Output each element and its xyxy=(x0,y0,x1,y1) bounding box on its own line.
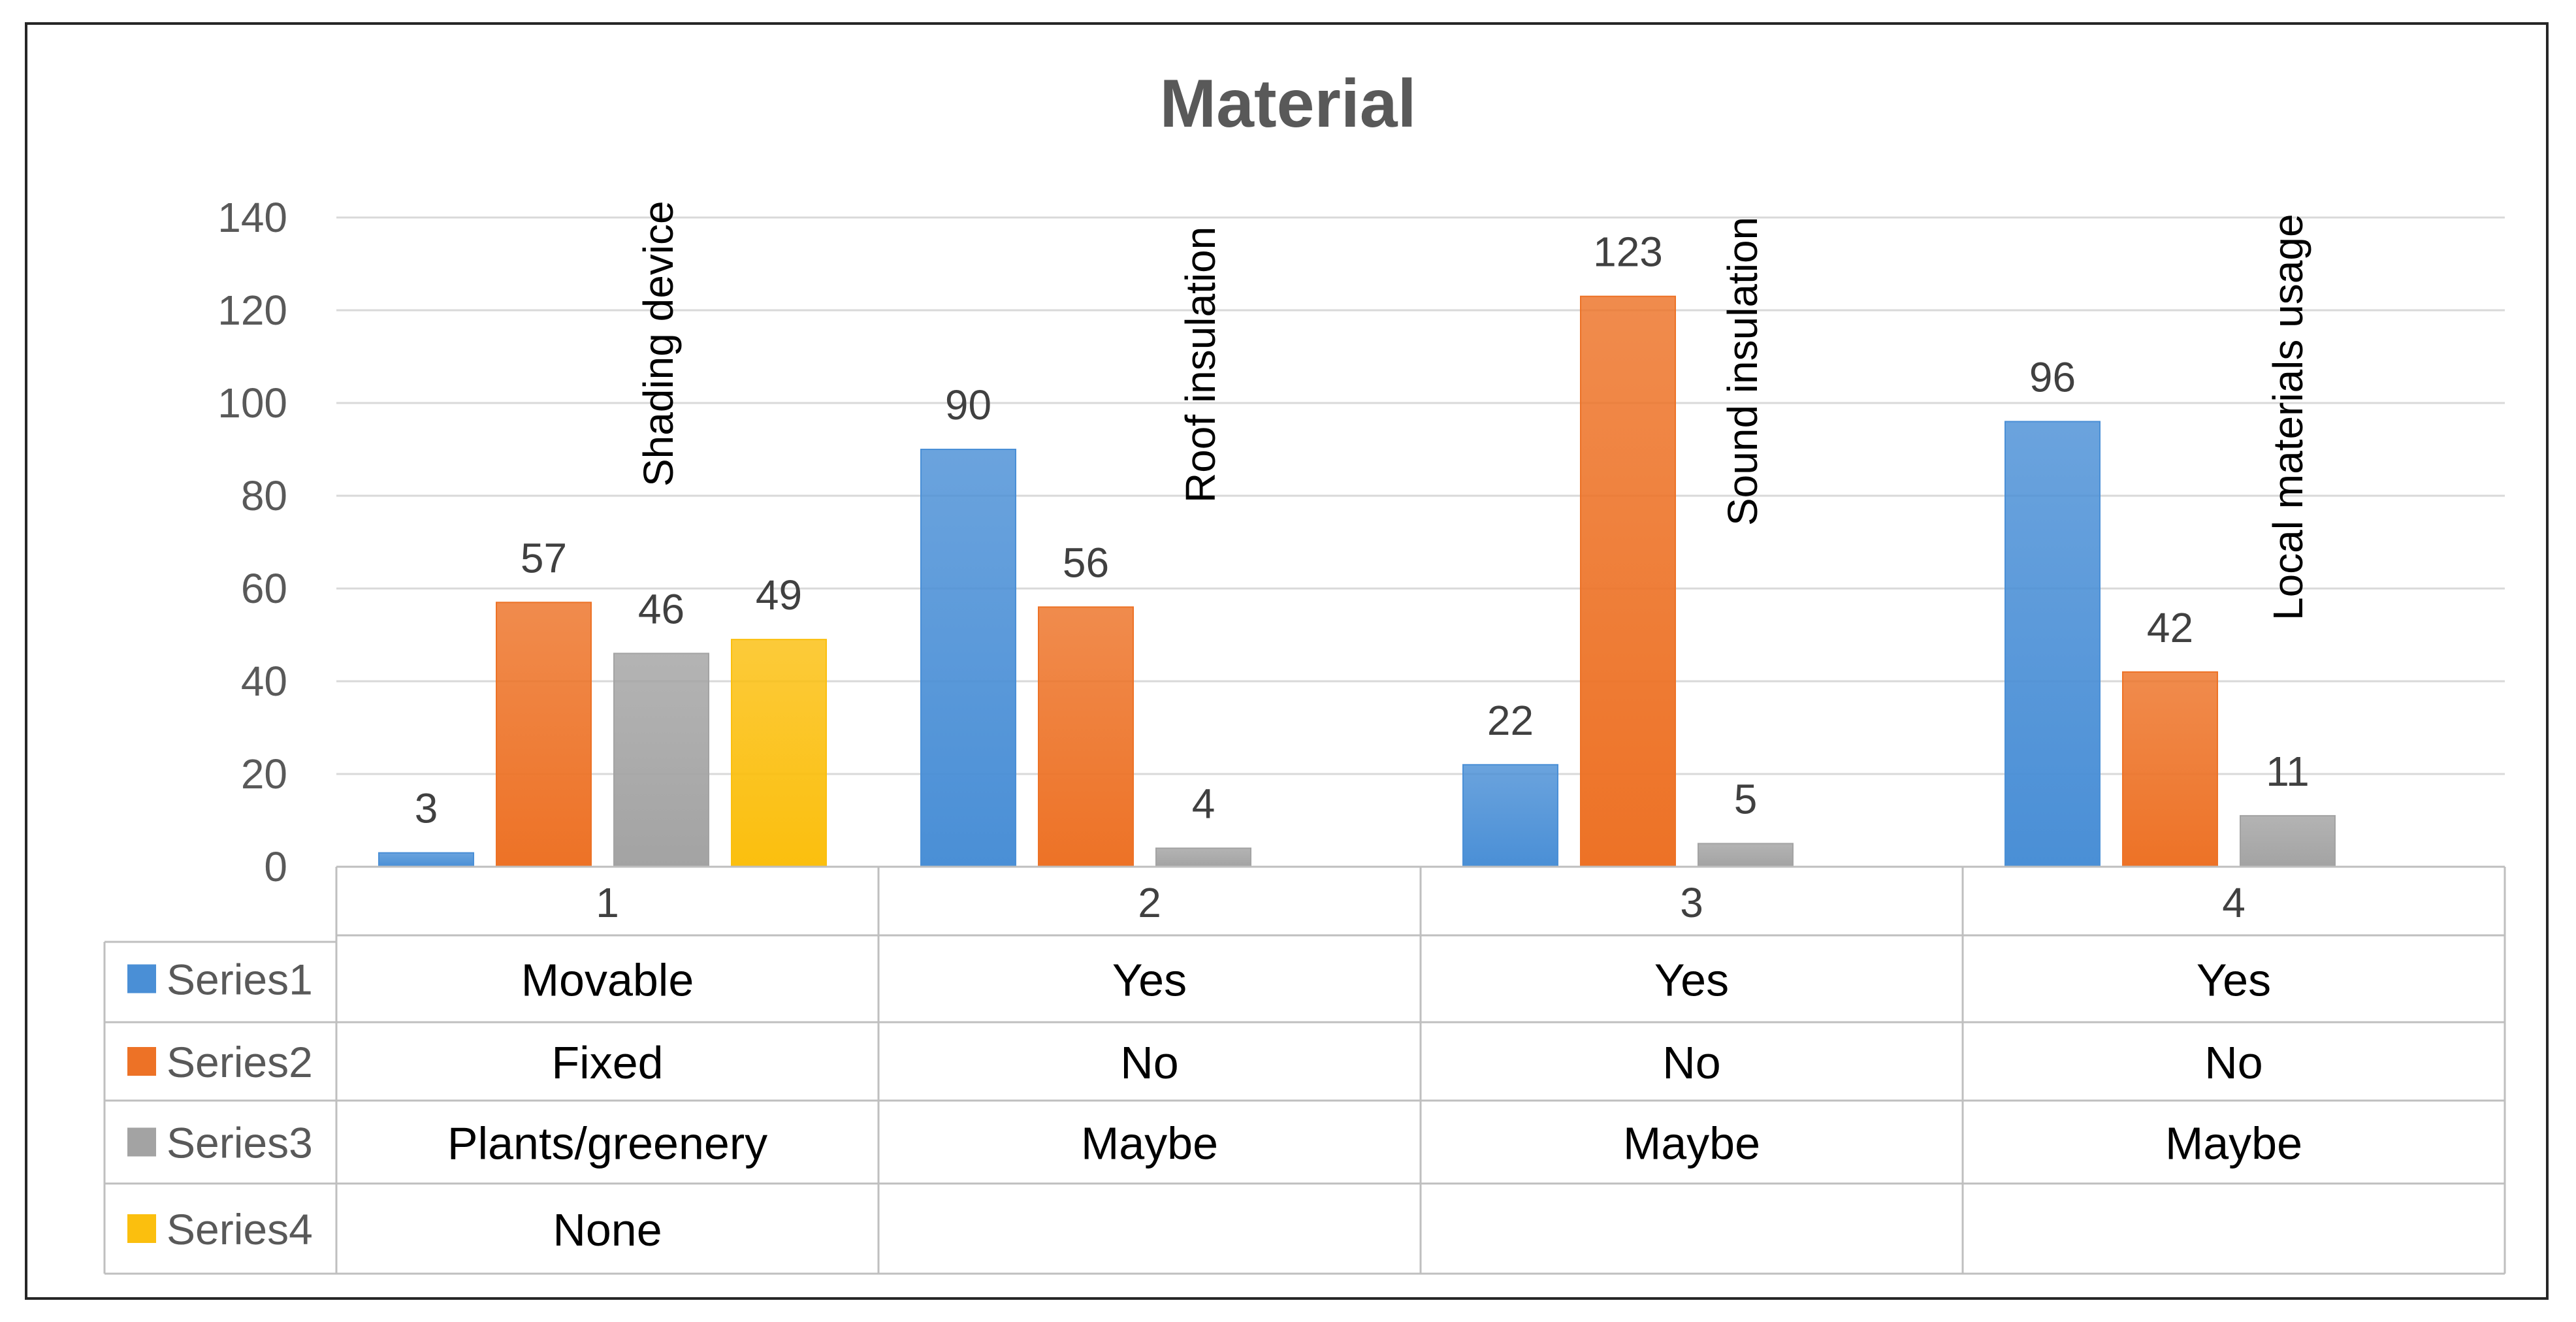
data-label: 56 xyxy=(1063,539,1109,586)
bar-series2-cat3 xyxy=(1580,295,1676,867)
x-tick-label: 2 xyxy=(1138,879,1161,926)
bar-series4-cat1 xyxy=(731,639,827,867)
y-tick-label: 20 xyxy=(241,750,287,798)
bar-series1-cat2 xyxy=(920,449,1016,867)
table-cell: Yes xyxy=(2197,955,2271,1006)
table-cell: None xyxy=(553,1204,662,1255)
y-tick-label: 40 xyxy=(241,658,287,705)
data-label: 22 xyxy=(1487,697,1534,744)
bar-series2-cat4 xyxy=(2122,671,2218,868)
data-label: 46 xyxy=(638,585,684,632)
legend-swatch-series1 xyxy=(127,964,156,993)
x-tick-label: 1 xyxy=(596,879,619,926)
data-label: 96 xyxy=(2029,353,2076,400)
table-cell: No xyxy=(1120,1037,1178,1088)
y-tick-label: 60 xyxy=(241,565,287,612)
legend-swatch-series4 xyxy=(127,1214,156,1243)
y-tick-label: 80 xyxy=(241,472,287,519)
y-tick-label: 120 xyxy=(217,287,287,334)
bar-series3-cat1 xyxy=(613,653,709,868)
bar-series3-cat4 xyxy=(2240,814,2336,868)
x-tick-label: 4 xyxy=(2222,879,2246,926)
bar-series1-cat1 xyxy=(378,852,474,867)
legend-swatch-series2 xyxy=(127,1047,156,1076)
bar-series2-cat2 xyxy=(1038,606,1134,868)
chart-title: Material xyxy=(1159,66,1416,142)
x-tick-label: 3 xyxy=(1680,879,1703,926)
table-cell: Yes xyxy=(1112,955,1187,1006)
table-cell: Movable xyxy=(521,955,694,1006)
data-label: 5 xyxy=(1734,776,1758,823)
y-tick-label: 140 xyxy=(217,194,287,241)
category-annotation: Shading device xyxy=(635,201,682,487)
y-tick-label: 0 xyxy=(264,843,287,890)
category-annotation: Local materials usage xyxy=(2264,214,2311,621)
data-label: 123 xyxy=(1593,229,1663,276)
bar-series3-cat3 xyxy=(1698,843,1794,867)
table-cell: Yes xyxy=(1654,955,1729,1006)
data-label: 3 xyxy=(415,785,438,832)
y-tick-label: 100 xyxy=(217,379,287,427)
category-annotation: Roof insulation xyxy=(1177,227,1224,503)
table-cell: Fixed xyxy=(551,1037,663,1088)
data-label: 4 xyxy=(1192,781,1216,828)
legend-label: Series2 xyxy=(167,1038,313,1086)
bar-series1-cat4 xyxy=(2004,421,2101,867)
data-label: 90 xyxy=(945,381,991,428)
bar-series1-cat3 xyxy=(1462,764,1558,868)
table-cell: No xyxy=(1662,1037,1720,1088)
legend-label: Series3 xyxy=(167,1119,313,1167)
data-label: 49 xyxy=(756,572,802,619)
legend-label: Series4 xyxy=(167,1205,313,1253)
legend-swatch-series3 xyxy=(127,1127,156,1157)
data-label: 11 xyxy=(2266,748,2309,795)
bar-series2-cat1 xyxy=(496,602,592,867)
table-cell: Maybe xyxy=(1081,1118,1218,1169)
table-cell: Plants/greenery xyxy=(447,1118,767,1169)
chart-frame xyxy=(25,22,2549,1300)
table-cell: Maybe xyxy=(1623,1118,1760,1169)
legend-label: Series1 xyxy=(167,956,313,1004)
data-label: 42 xyxy=(2147,604,2193,651)
table-cell: No xyxy=(2204,1037,2262,1088)
category-annotation: Sound insulation xyxy=(1719,217,1766,526)
bar-series3-cat2 xyxy=(1155,847,1251,867)
data-label: 57 xyxy=(521,534,567,581)
table-cell: Maybe xyxy=(2165,1118,2302,1169)
